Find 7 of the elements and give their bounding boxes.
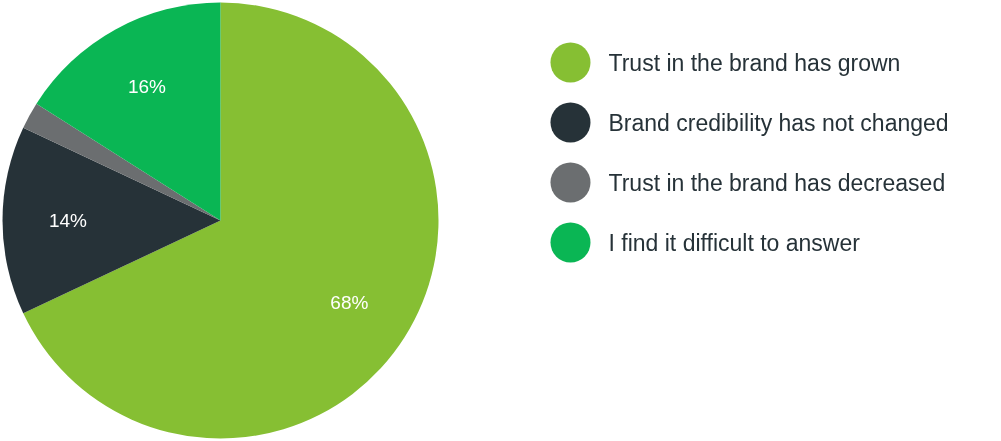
data-label: 68% (330, 291, 369, 313)
legend-label: I find it difficult to answer (608, 229, 861, 256)
data-label: 16% (127, 76, 167, 98)
data-label: 14% (48, 210, 88, 231)
legend-label: Brand credibility has not changed (608, 109, 949, 136)
legend-label: Trust in the brand has decreased (608, 169, 946, 196)
legend-label: Trust in the brand has grown (608, 49, 901, 76)
